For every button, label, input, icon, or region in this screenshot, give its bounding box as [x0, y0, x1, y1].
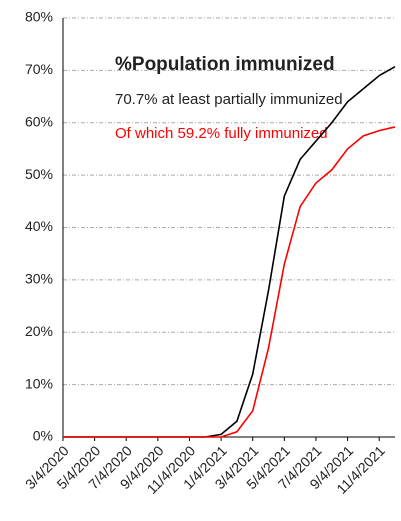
y-tick-label: 30% [25, 271, 53, 287]
line [63, 126, 396, 438]
y-tick-label: 40% [25, 218, 53, 234]
y-tick-label: 10% [25, 375, 53, 391]
chart-title: %Population immunized [115, 54, 335, 75]
annotation: 70.7% at least partially immunized [115, 91, 343, 108]
y-tick-label: 80% [25, 9, 53, 25]
y-tick-label: 70% [25, 61, 53, 77]
y-tick-label: 0% [33, 428, 53, 444]
y-tick-label: 50% [25, 166, 53, 182]
y-tick-label: 20% [25, 323, 53, 339]
annotation: Of which 59.2% fully immunized [115, 125, 328, 142]
y-tick-label: 60% [25, 113, 53, 129]
